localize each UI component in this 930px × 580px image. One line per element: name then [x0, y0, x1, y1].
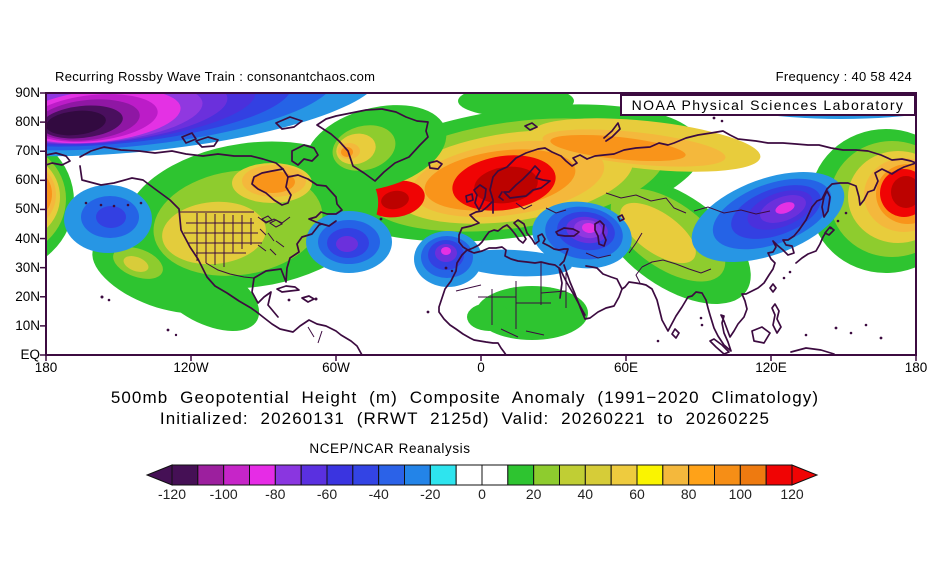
colorbar-cell: [739, 464, 767, 486]
lon-tick-label: 180: [34, 360, 58, 375]
noaa-watermark-label: NOAA Physical Sciences Laboratory: [631, 97, 905, 113]
colorbar: [145, 464, 819, 486]
colorbar-cell: [300, 464, 328, 486]
colorbar-cell: [610, 464, 638, 486]
lat-tick-label: 70N: [15, 143, 40, 159]
lon-tick-label: 120W: [173, 360, 209, 375]
colorbar-right-arrow: [791, 464, 819, 486]
colorbar-cell: [249, 464, 276, 486]
colorbar-cell: [455, 464, 483, 486]
colorbar-cell: [765, 464, 793, 486]
lat-tick-label: 30N: [15, 259, 40, 275]
lat-tick-label: 80N: [15, 114, 40, 130]
colorbar-cell: [352, 464, 380, 486]
lon-tick-label: 60E: [613, 360, 639, 375]
lat-tick-label: 40N: [15, 230, 40, 246]
colorbar-tick-label: 120: [780, 486, 804, 502]
colorbar-cell: [404, 464, 431, 486]
plot-title: 500mb Geopotential Height (m) Composite …: [110, 388, 820, 407]
colorbar-tick-label: 40: [577, 486, 594, 502]
lat-tick-label: 90N: [15, 85, 40, 100]
axis-ticks: [40, 92, 917, 361]
lat-tick-label: 10N: [15, 317, 40, 333]
colorbar-cell: [533, 464, 560, 486]
colorbar-tick-label: -20: [420, 486, 441, 502]
colorbar-cell: [714, 464, 741, 486]
colorbar-title: NCEP/NCAR Reanalysis: [309, 441, 471, 456]
colorbar-tick-label: -100: [209, 486, 238, 502]
colorbar-tick-label: -60: [316, 486, 338, 502]
header-source-label: Recurring Rossby Wave Train : consonantc…: [55, 69, 376, 84]
lat-tick-label: 50N: [15, 201, 40, 217]
colorbar-tick-label: -120: [157, 486, 187, 502]
colorbar-cell: [662, 464, 690, 486]
plot-subtitle: Initialized: 20260131 (RRWT 2125d) Valid…: [159, 409, 771, 428]
lat-tick-label: 60N: [15, 172, 40, 188]
colorbar-cell: [171, 464, 199, 486]
colorbar-cell: [274, 464, 302, 486]
lon-tick-label: 180: [904, 360, 928, 375]
header-frequency-label: Frequency : 40 58 424: [775, 69, 912, 84]
colorbar-cell: [223, 464, 250, 486]
lat-tick-label: EQ: [20, 347, 40, 362]
colorbar-cell: [197, 464, 225, 486]
colorbar-cell: [688, 464, 716, 486]
lat-tick-label: 20N: [15, 288, 40, 304]
noaa-watermark-box: NOAA Physical Sciences Laboratory: [620, 94, 916, 116]
lon-tick-label: 120E: [755, 360, 787, 375]
colorbar-tick-label: -40: [368, 486, 389, 502]
colorbar-tick-label: 100: [728, 486, 752, 502]
lon-tick-label: 0: [477, 360, 485, 375]
world-anomaly-map: [40, 92, 917, 361]
colorbar-cell: [584, 464, 612, 486]
colorbar-cell: [326, 464, 354, 486]
colorbar-tick-label: 20: [525, 486, 542, 502]
coastlines: [46, 108, 916, 355]
lon-tick-label: 60W: [322, 360, 350, 375]
colorbar-cell: [481, 464, 509, 486]
colorbar-cell: [559, 464, 586, 486]
colorbar-cell: [636, 464, 664, 486]
colorbar-tick-label: 80: [680, 486, 697, 502]
colorbar-left-arrow: [145, 464, 173, 486]
colorbar-cell: [378, 464, 406, 486]
island-dots: [84, 116, 883, 343]
colorbar-tick-label: 60: [629, 486, 645, 502]
country-borders: [179, 192, 771, 344]
colorbar-cell: [429, 464, 457, 486]
colorbar-tick-label: 0: [478, 486, 486, 502]
colorbar-tick-label: -80: [265, 486, 286, 502]
colorbar-cell: [507, 464, 535, 486]
